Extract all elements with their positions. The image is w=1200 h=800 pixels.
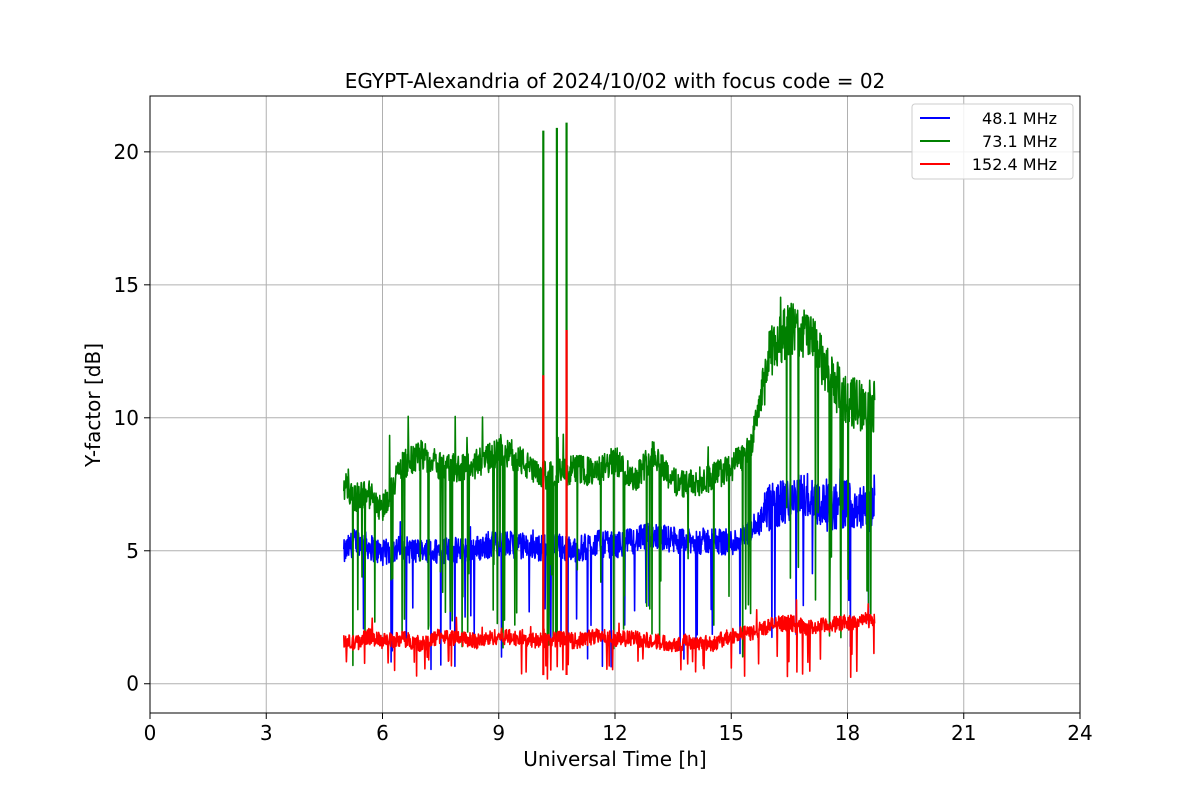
y-tick-label: 0 <box>126 672 139 696</box>
series-line-152-4-mhz <box>343 599 876 680</box>
x-axis-ticks: 0 3 6 9 12 15 18 21 24 <box>144 713 1093 745</box>
x-tick-label: 3 <box>260 721 273 745</box>
y-tick-label: 5 <box>126 539 139 563</box>
x-tick-label: 6 <box>376 721 389 745</box>
y-tick-label: 20 <box>114 140 139 164</box>
x-tick-label: 18 <box>835 721 860 745</box>
x-tick-label: 9 <box>492 721 505 745</box>
legend-label: 73.1 MHz <box>982 132 1057 151</box>
plot-area <box>343 122 876 680</box>
series-line-73-1-mhz <box>343 296 876 667</box>
x-tick-label: 21 <box>951 721 976 745</box>
y-tick-label: 15 <box>114 273 139 297</box>
legend: 48.1 MHz 73.1 MHz 152.4 MHz <box>911 103 1074 180</box>
x-tick-label: 15 <box>719 721 744 745</box>
y-tick-label: 10 <box>114 406 139 430</box>
x-tick-label: 0 <box>144 721 157 745</box>
x-tick-label: 24 <box>1067 721 1092 745</box>
x-axis-label: Universal Time [h] <box>523 747 706 771</box>
x-tick-label: 12 <box>602 721 627 745</box>
legend-label: 152.4 MHz <box>972 155 1057 174</box>
legend-label: 48.1 MHz <box>982 109 1057 128</box>
chart-title: EGYPT-Alexandria of 2024/10/02 with focu… <box>345 69 886 93</box>
y-axis-label: Y-factor [dB] <box>81 343 105 468</box>
y-axis-ticks: 0 5 10 15 20 <box>114 140 150 696</box>
legend-box <box>911 103 1074 180</box>
